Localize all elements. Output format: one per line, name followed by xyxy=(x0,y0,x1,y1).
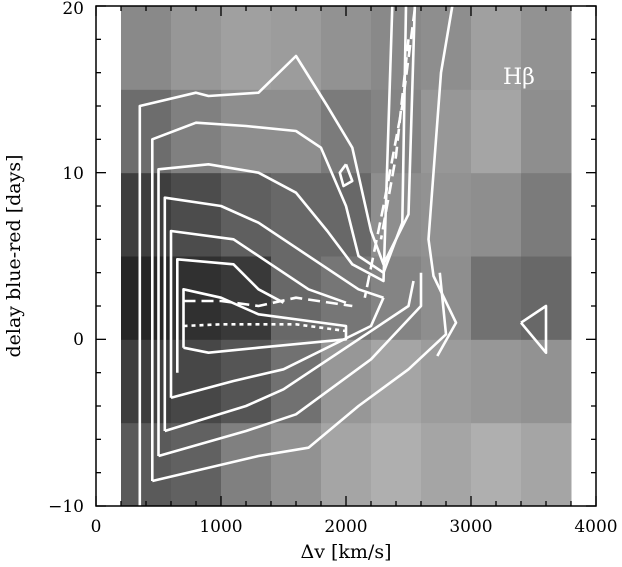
heatmap-cell xyxy=(221,89,272,174)
heatmap-cell xyxy=(471,6,522,90)
heatmap-cell xyxy=(321,89,372,174)
contour-line xyxy=(151,5,408,481)
heatmap-cell xyxy=(471,256,522,340)
contour-line-dashed xyxy=(183,296,353,308)
plot-area xyxy=(95,5,597,507)
heatmap-cell xyxy=(521,172,572,257)
heatmap-cell xyxy=(221,6,272,90)
heatmap-cell xyxy=(221,172,272,257)
heatmap-cell xyxy=(321,422,372,507)
y-axis: −10 0 10 20 delay blue-red [days] xyxy=(3,0,84,517)
heatmap-cell xyxy=(471,422,522,507)
heatmap-cell xyxy=(171,256,222,340)
heatmap-cell xyxy=(121,339,172,424)
x-tick-label: 4000 xyxy=(574,517,617,537)
contour-line xyxy=(169,229,347,398)
heatmap-cell xyxy=(521,6,572,90)
contour-line xyxy=(164,280,415,433)
heatmap-cell xyxy=(421,89,472,174)
contour-line xyxy=(163,196,384,431)
x-tick-label: 1000 xyxy=(199,517,242,537)
contour-line xyxy=(170,297,385,399)
y-tick-label: −10 xyxy=(48,497,84,517)
y-tick-label: 10 xyxy=(62,164,84,184)
panel-label: Hβ xyxy=(503,65,535,90)
ticks xyxy=(95,5,597,507)
y-tick-label: 20 xyxy=(62,0,84,19)
heatmap-cell xyxy=(371,172,422,257)
heatmap-cell xyxy=(371,89,422,174)
x-axis-label: Δv [km/s] xyxy=(300,541,391,563)
y-tick-label: 0 xyxy=(73,330,84,350)
heatmap-cell xyxy=(321,339,372,424)
contour-line xyxy=(520,304,548,355)
heatmap-cell xyxy=(471,339,522,424)
x-tick-label: 0 xyxy=(91,517,102,537)
heatmap-cell xyxy=(171,89,222,174)
heatmap-cell xyxy=(221,256,272,340)
heatmap-cell xyxy=(171,422,222,507)
contour-line xyxy=(152,272,448,483)
contour-line xyxy=(338,163,354,188)
heatmap-cell xyxy=(271,422,322,507)
heatmap-cell xyxy=(121,422,172,507)
heatmap-cell xyxy=(121,172,172,257)
contour-line xyxy=(176,257,285,373)
heatmap-cell xyxy=(521,89,572,174)
heatmap-cell xyxy=(171,172,222,257)
heatmap-cell xyxy=(121,6,172,90)
x-tick-label: 3000 xyxy=(449,517,492,537)
contour-line xyxy=(138,5,417,506)
contour-line xyxy=(157,5,394,456)
x-axis: 0 1000 2000 3000 4000 Δv [km/s] xyxy=(91,517,618,563)
contour-line xyxy=(427,5,458,357)
contour-line-dashed xyxy=(363,9,417,298)
heatmap-cell xyxy=(171,6,222,90)
heatmap-cell xyxy=(371,339,422,424)
heatmap-cell xyxy=(371,422,422,507)
heatmap-cell xyxy=(321,6,372,90)
contour-line-dotted xyxy=(183,322,347,333)
heatmap xyxy=(121,6,572,507)
heatmap-cell xyxy=(421,422,472,507)
heatmap-cell xyxy=(521,422,572,507)
y-axis-label: delay blue-red [days] xyxy=(3,154,25,357)
x-tick-label: 2000 xyxy=(324,517,367,537)
heatmap-cell xyxy=(471,89,522,174)
heatmap-cell xyxy=(121,256,172,340)
contour-line-dashed xyxy=(379,39,410,240)
heatmap-cell xyxy=(421,339,472,424)
heatmap-cell xyxy=(121,89,172,174)
heatmap-cell xyxy=(271,6,322,90)
heatmap-cell xyxy=(471,172,522,257)
contour-lines xyxy=(138,5,548,506)
contour-line xyxy=(182,287,348,355)
contour-line xyxy=(158,272,423,458)
heatmap-cell xyxy=(321,172,372,257)
